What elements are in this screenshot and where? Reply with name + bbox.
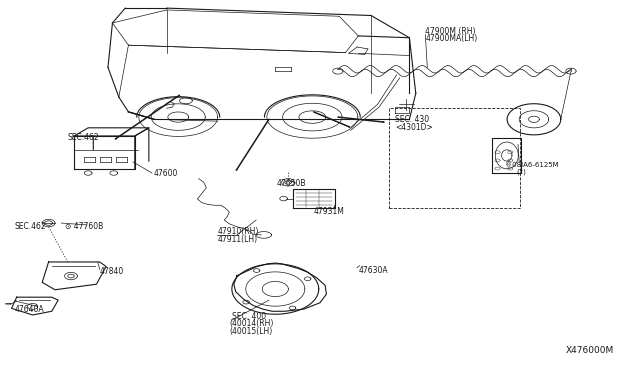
Text: 47900M (RH): 47900M (RH) xyxy=(426,26,476,36)
Text: ®08IA6-6125M: ®08IA6-6125M xyxy=(505,161,559,167)
Text: (2): (2) xyxy=(516,169,527,175)
Text: (40015(LH): (40015(LH) xyxy=(229,327,273,336)
Text: 47911(LH): 47911(LH) xyxy=(218,235,258,244)
Text: ⊙ 47760B: ⊙ 47760B xyxy=(65,222,103,231)
Text: 47600: 47600 xyxy=(154,169,179,177)
Text: 47840: 47840 xyxy=(100,267,124,276)
Text: (40014(RH): (40014(RH) xyxy=(229,320,274,328)
Text: 47931M: 47931M xyxy=(314,207,344,216)
Text: 47640A: 47640A xyxy=(15,305,44,314)
Text: 47630A: 47630A xyxy=(358,266,388,275)
Text: SEC.462: SEC.462 xyxy=(15,222,46,231)
Text: SEC. 400: SEC. 400 xyxy=(232,312,266,321)
Text: SEC. 430: SEC. 430 xyxy=(396,115,429,124)
Text: 47650B: 47650B xyxy=(276,179,306,187)
Text: 47910(RH): 47910(RH) xyxy=(218,227,259,236)
Text: <4301D>: <4301D> xyxy=(396,123,433,132)
Text: SEC.462: SEC.462 xyxy=(68,133,99,142)
Text: X476000M: X476000M xyxy=(566,346,614,355)
Text: 47900MA(LH): 47900MA(LH) xyxy=(426,34,477,43)
